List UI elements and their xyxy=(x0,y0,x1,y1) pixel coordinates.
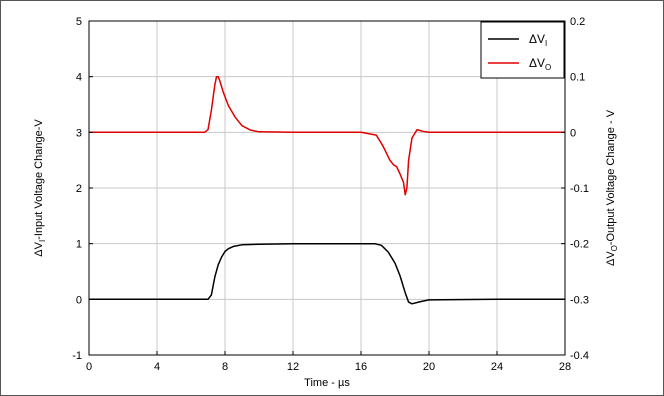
y-right-tick-label: -0.1 xyxy=(570,183,589,195)
series-line-0 xyxy=(89,242,565,305)
y-left-tick-label: 3 xyxy=(76,127,82,139)
x-tick-label: 8 xyxy=(222,361,228,373)
y-right-tick-label: 0.1 xyxy=(570,72,585,84)
x-tick-label: 16 xyxy=(355,361,367,373)
y-axis-right-title-text: -Output Voltage Change - V xyxy=(605,109,617,245)
y-axis-right-title: ΔVO-Output Voltage Change - V xyxy=(605,109,619,266)
x-tick-label: 4 xyxy=(154,361,160,373)
y-right-tick-label: -0.3 xyxy=(570,294,589,306)
y-right-tick-label: 0.2 xyxy=(570,16,585,28)
y-axis-left: -1 0 1 2 3 4 5 xyxy=(72,16,93,362)
y-right-tick-label: 0 xyxy=(570,127,576,139)
series-layer xyxy=(89,75,565,305)
legend-label-delta-vi-main: ΔV xyxy=(529,32,545,46)
x-tick-label: 0 xyxy=(86,361,92,373)
y-left-tick-label: 1 xyxy=(76,239,82,251)
x-axis: 0 4 8 12 16 20 24 28 xyxy=(86,351,571,373)
legend-label-delta-vi-subscript: I xyxy=(545,39,547,48)
y-axis-right: -0.4 -0.3 -0.2 -0.1 0 0.1 0.2 xyxy=(561,16,589,362)
x-tick-label: 28 xyxy=(559,361,571,373)
x-tick-label: 24 xyxy=(491,361,503,373)
y-axis-left-title-text: -Input Voltage Change-V xyxy=(33,119,45,240)
y-axis-right-title-subscript: O xyxy=(610,245,619,251)
y-right-tick-label: -0.2 xyxy=(570,239,589,251)
y-right-tick-label: -0.4 xyxy=(570,350,589,362)
y-left-tick-label: -1 xyxy=(72,350,82,362)
y-left-tick-label: 4 xyxy=(76,72,82,84)
legend-label-delta-vo: ΔVO xyxy=(529,56,551,72)
series-line-1 xyxy=(89,75,565,196)
legend-label-delta-vo-subscript: O xyxy=(545,63,551,72)
y-left-tick-label: 0 xyxy=(76,294,82,306)
y-axis-left-title-subscript: I xyxy=(38,240,47,242)
legend-label-delta-vi: ΔVI xyxy=(529,32,547,48)
y-axis-right-title-delta: ΔV xyxy=(605,251,617,266)
y-left-tick-label: 5 xyxy=(76,16,82,28)
y-axis-left-title-delta: ΔV xyxy=(33,241,45,256)
x-axis-title: Time - µs xyxy=(304,377,350,389)
legend: ΔVI ΔVO xyxy=(480,21,565,79)
y-axis-left-title: ΔVI-Input Voltage Change-V xyxy=(33,119,47,257)
x-tick-label: 20 xyxy=(423,361,435,373)
y-left-tick-label: 2 xyxy=(76,183,82,195)
x-tick-label: 12 xyxy=(287,361,299,373)
legend-box xyxy=(480,21,565,79)
legend-label-delta-vo-main: ΔV xyxy=(529,56,545,70)
